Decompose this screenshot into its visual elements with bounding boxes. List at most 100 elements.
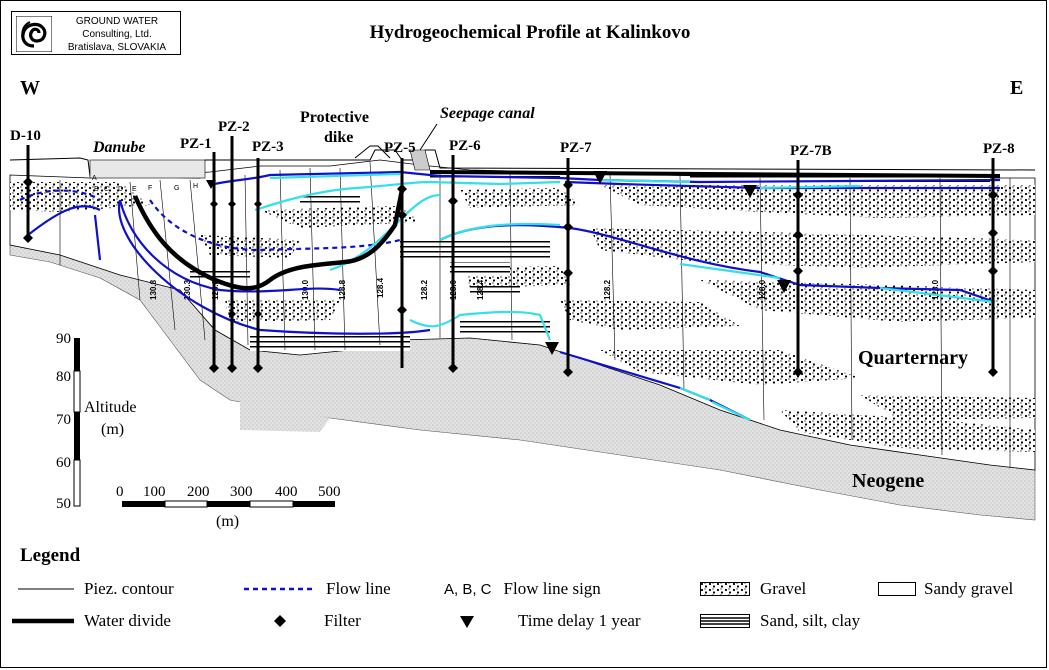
filter-diamond [448,196,458,206]
filter-diamond [209,363,219,373]
distance-scale-segment [249,500,294,508]
piez-contour [939,177,943,456]
filter-diamond [793,230,803,240]
gravel-lens [860,395,1035,420]
legend-label: Filter [324,611,361,630]
clay-lens [460,318,550,336]
distance-tick: 100 [143,484,166,500]
piez-contour [609,173,616,361]
piez-contour [189,179,206,341]
distance-scale-segment [122,501,165,507]
gravel-lens [10,182,150,212]
legend-item-sandy-gravel: Sandy gravel [878,578,1013,600]
contour-label: 128.2 [420,279,429,300]
seepage-canal-label: Seepage canal [440,105,535,122]
filter-diamond [563,180,573,190]
clay-lens [430,172,560,178]
distance-tick: 500 [318,484,341,500]
altitude-tick: 50 [56,496,71,512]
filter-diamond [397,305,407,315]
clay-lens [300,196,360,204]
distance-tick: 400 [275,484,298,500]
filter-diamond [793,266,803,276]
altitude-scale-segment [73,370,81,413]
filter-diamond [254,310,262,318]
danube-label: Danube [92,139,145,156]
spiral-logo-icon [16,16,52,52]
distance-tick: 200 [187,484,210,500]
clay-lens [690,176,990,182]
piez-contour [369,161,381,346]
legend-item-water-divide: Water divide [12,610,171,632]
flow-line [564,180,1000,190]
gravel-lens [460,188,580,208]
contour-label: 128.2 [603,279,612,300]
contour-label: 128.0 [758,279,767,300]
filter-diamond [563,268,573,278]
flow-line [118,199,341,293]
distance-scale-segment [164,500,208,508]
protective-dike-label-line1: Protective [300,109,369,126]
flow-sign-c: C [104,186,109,193]
well-label: PZ-2 [218,119,250,135]
time-delay-triangle [545,342,559,355]
flow-sign-d: D [118,186,123,193]
filter-diamond [253,363,263,373]
altitude-tick: 80 [56,369,71,385]
legend-label: Gravel [760,579,807,598]
contour-label: 128.4 [476,279,485,300]
altitude-label: Altitude [84,399,136,416]
piez-contour [159,179,176,331]
flow-sign-f: F [148,185,152,192]
legend-label: Sandy gravel [924,579,1014,598]
filter-diamond [23,177,33,187]
legend-item-flow-line-sign: A, B, C Flow line sign [444,578,601,600]
well-label: D-10 [10,128,41,144]
flow-sign-b: B [94,186,99,193]
legend-label: Flow line [326,579,391,598]
water-divide [132,189,405,291]
flow-sign-a: A [92,175,97,182]
contour-label: 128.8 [338,279,347,300]
hydrogeological-profile: W E [9,77,1036,530]
time-delay-segment [409,310,552,341]
time-delay-segment [599,178,691,184]
time-delay-triangle-icon [460,616,474,628]
water-divide [429,170,1001,178]
time-delay-segment [759,184,861,190]
well-label: PZ-5 [384,140,416,156]
gravel-lens [600,350,860,385]
filter-diamond [228,310,236,318]
altitude-scale-segment [73,459,81,507]
piez-contour [129,181,141,301]
legend-item-gravel: Gravel [700,578,806,600]
neogene-layer-extension [240,400,330,432]
time-delay-segment [254,180,561,212]
piez-contour [244,174,249,346]
time-delay-triangle [777,280,791,293]
filter-diamond [988,367,998,377]
time-delay-segment [679,262,781,280]
gravel-lens [780,410,1035,452]
filter-diamond [210,200,218,208]
distance-unit: (m) [216,513,239,530]
danube-channel [89,159,206,179]
filter-diamond [254,200,262,208]
clay-lens [250,335,410,351]
contour-label: 128.4 [376,277,385,298]
time-delay-triangle [593,171,607,184]
time-delay-segment [711,401,751,421]
legend-label: Flow line sign [503,579,601,598]
flow-line [209,170,1001,187]
time-delay-segment [879,286,996,304]
altitude-tick: 90 [56,331,71,347]
time-delay-segment [679,386,711,402]
protective-dike-label-line2: dike [324,129,353,146]
flow-line-signs: A B C D E F G H [92,175,198,193]
piezometric-contours [59,161,1011,468]
filter-diamond-icon [274,615,286,627]
clay-lens [400,238,550,260]
gravel-lens [260,206,420,228]
legend-label: Time delay 1 year [518,611,641,630]
